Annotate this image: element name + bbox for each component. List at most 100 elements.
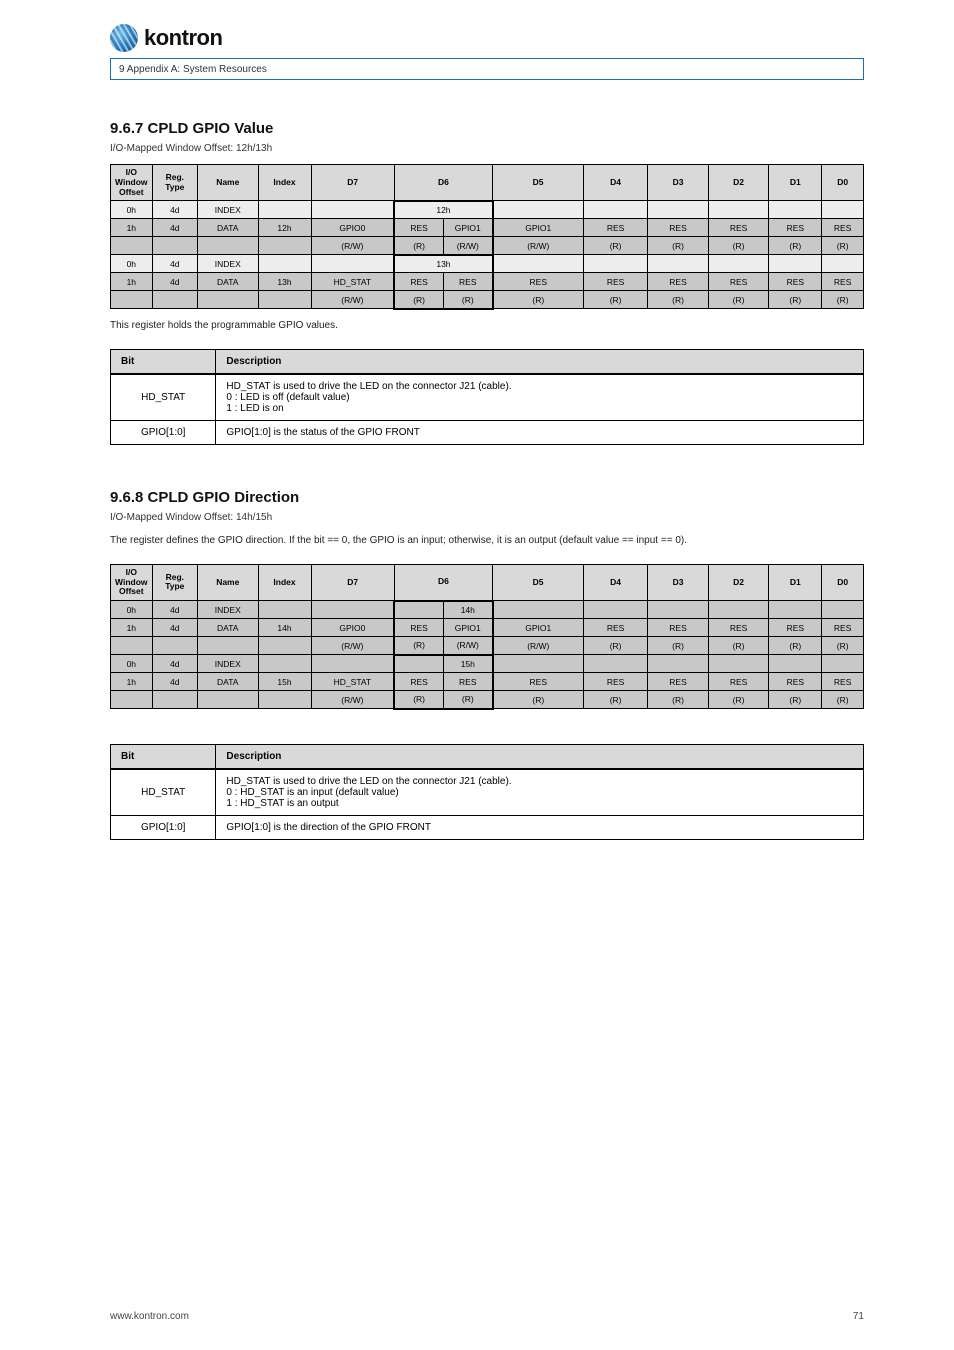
reg-cell: (R)(R)	[394, 691, 492, 709]
reg-cell	[311, 255, 394, 273]
reg-cell: 4d	[152, 273, 197, 291]
desc-text: HD_STAT is used to drive the LED on the …	[216, 374, 864, 421]
reg-cell: (R)	[648, 291, 709, 309]
reg-col-3: Index	[258, 165, 311, 201]
reg-cell: RES	[583, 273, 647, 291]
footer-page: 71	[853, 1311, 864, 1322]
reg2-head: I/OWindowOffsetReg.TypeNameIndexD7D6D5D4…	[111, 564, 864, 600]
table-row: HD_STATHD_STAT is used to drive the LED …	[111, 769, 864, 816]
reg-cell: (R)	[769, 291, 822, 309]
reg-cell	[583, 201, 647, 219]
reg-col-3: Index	[258, 564, 311, 600]
reg-cell	[258, 237, 311, 255]
table-row: (R/W)(R)(R)(R)(R)(R)(R)(R)(R)	[111, 691, 864, 709]
reg-cell: (R)	[648, 637, 709, 655]
reg-cell	[708, 655, 769, 673]
reg-cell: 4d	[152, 219, 197, 237]
reg-cell	[769, 601, 822, 619]
reg-cell	[152, 291, 197, 309]
reg-cell: (R)	[822, 637, 864, 655]
header-bar-text: 9 Appendix A: System Resources	[119, 64, 267, 75]
reg-cell: RES	[822, 219, 864, 237]
page-footer: www.kontron.com 71	[110, 1311, 864, 1322]
reg-cell: RES	[708, 673, 769, 691]
reg-cell: HD_STAT	[311, 273, 394, 291]
table-row: (R/W)(R)(R/W)(R/W)(R)(R)(R)(R)(R)	[111, 637, 864, 655]
reg-cell: 12h	[258, 219, 311, 237]
reg-cell	[198, 291, 259, 309]
reg-cell: (R/W)	[311, 691, 394, 709]
reg-cell: (R)	[822, 691, 864, 709]
reg-cell: GPIO1	[493, 219, 584, 237]
reg-cell	[258, 201, 311, 219]
reg-cell: (R)	[708, 691, 769, 709]
reg-cell: (R/W)	[493, 237, 584, 255]
reg-cell: 13h	[258, 273, 311, 291]
reg-cell	[648, 601, 709, 619]
reg-cell: 0h	[111, 655, 153, 673]
reg-col-2: Name	[198, 564, 259, 600]
desc-table-1: Bit Description HD_STATHD_STAT is used t…	[110, 349, 864, 445]
reg-cell	[769, 201, 822, 219]
reg-cell	[493, 201, 584, 219]
reg-cell: (R)	[708, 291, 769, 309]
reg-cell: (R/W)	[311, 291, 394, 309]
reg-cell: 0h	[111, 255, 153, 273]
reg-cell: (R)(R/W)	[394, 237, 492, 255]
reg-col-5: D6	[394, 564, 492, 600]
reg-cell: DATA	[198, 673, 259, 691]
reg-cell: (R)(R)	[394, 291, 492, 309]
table-row: 1h4dDATA14hGPIO0RESGPIO1GPIO1RESRESRESRE…	[111, 619, 864, 637]
reg-cell	[583, 601, 647, 619]
reg-cell	[822, 601, 864, 619]
reg-cell: 4d	[152, 619, 197, 637]
desc-bit: HD_STAT	[111, 374, 216, 421]
table-row: HD_STATHD_STAT is used to drive the LED …	[111, 374, 864, 421]
reg-cell: (R)	[583, 691, 647, 709]
reg-cell: 1h	[111, 619, 153, 637]
table-row: (R/W)(R)(R)(R)(R)(R)(R)(R)(R)	[111, 291, 864, 309]
desc2-h0: Bit	[111, 744, 216, 769]
reg-col-7: D4	[583, 564, 647, 600]
reg-cell: RES	[583, 673, 647, 691]
reg-cell	[152, 637, 197, 655]
reg-cell	[111, 237, 153, 255]
reg-cell	[708, 255, 769, 273]
reg-cell	[258, 691, 311, 709]
reg-cell: (R/W)	[311, 637, 394, 655]
reg-cell	[493, 655, 584, 673]
desc-text: HD_STAT is used to drive the LED on the …	[216, 769, 864, 816]
table-row: (R/W)(R)(R/W)(R/W)(R)(R)(R)(R)(R)	[111, 237, 864, 255]
reg-col-11: D0	[822, 165, 864, 201]
reg-col-7: D4	[583, 165, 647, 201]
desc-bit: HD_STAT	[111, 769, 216, 816]
reg-cell	[583, 655, 647, 673]
reg-col-10: D1	[769, 165, 822, 201]
reg-col-1: Reg.Type	[152, 165, 197, 201]
reg-cell: INDEX	[198, 601, 259, 619]
reg-cell: (R)	[493, 291, 584, 309]
desc2-h1: Description	[216, 744, 864, 769]
reg-cell	[648, 201, 709, 219]
reg-cell	[258, 601, 311, 619]
section-1-title: 9.6.7 CPLD GPIO Value	[110, 120, 864, 137]
table-row: 0h4dINDEX13h	[111, 255, 864, 273]
reg-cell: RES	[769, 619, 822, 637]
header-bar: 9 Appendix A: System Resources	[110, 58, 864, 80]
reg-cell	[258, 291, 311, 309]
table-row: 0h4dINDEX14h	[111, 601, 864, 619]
reg-cell	[152, 237, 197, 255]
table-row: GPIO[1:0]GPIO[1:0] is the status of the …	[111, 420, 864, 444]
reg-cell	[708, 201, 769, 219]
reg-cell: GPIO0	[311, 619, 394, 637]
table-row: 1h4dDATA12hGPIO0RESGPIO1GPIO1RESRESRESRE…	[111, 219, 864, 237]
reg-cell: RES	[708, 273, 769, 291]
reg-cell	[198, 637, 259, 655]
desc1-h1: Description	[216, 349, 864, 374]
reg-cell: 4d	[152, 655, 197, 673]
reg-cell	[311, 601, 394, 619]
desc-bit: GPIO[1:0]	[111, 815, 216, 839]
reg-cell: 14h	[258, 619, 311, 637]
reg-col-8: D3	[648, 165, 709, 201]
reg-col-11: D0	[822, 564, 864, 600]
